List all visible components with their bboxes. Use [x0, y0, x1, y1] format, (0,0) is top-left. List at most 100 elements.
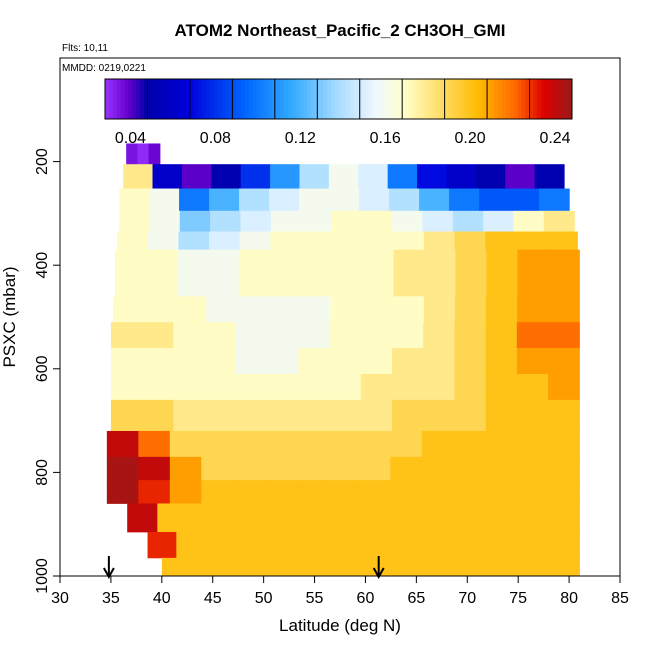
colorbar-segment: [564, 79, 569, 119]
curtain-cell: [358, 430, 391, 458]
colorbar-segment: [264, 79, 269, 119]
x-tick-label: 50: [255, 590, 273, 607]
curtain-cell: [421, 480, 454, 504]
colorbar-segment: [221, 79, 227, 119]
curtain-cell: [110, 322, 143, 349]
curtain-cell: [264, 430, 297, 458]
curtain-cell: [453, 430, 486, 458]
colorbar-segment: [241, 79, 246, 119]
curtain-cell: [264, 480, 297, 504]
curtain-cell: [138, 456, 171, 481]
curtain-cell: [299, 188, 330, 212]
y-axis: 200 400 600 800 1000: [34, 148, 60, 594]
curtain-cell: [359, 188, 390, 212]
curtain-heatmap: [106, 143, 580, 577]
y-axis-label: PSXC (mbar): [0, 266, 19, 367]
curtain-cell: [412, 557, 441, 577]
colorbar-segment: [517, 79, 522, 119]
colorbar-segment: [365, 79, 371, 119]
curtain-cell: [209, 231, 241, 251]
colorbar-segment: [143, 79, 149, 119]
curtain-cell: [331, 210, 363, 232]
curtain-cell: [391, 348, 424, 375]
colorbar-segment: [381, 79, 386, 119]
curtain-cell: [328, 164, 359, 189]
curtain-cell: [176, 531, 206, 559]
curtain-cell: [454, 231, 486, 251]
curtain-cell: [417, 164, 448, 189]
colorbar-segment: [501, 79, 507, 119]
colorbar-segment: [155, 79, 160, 119]
curtain-cell: [483, 210, 515, 232]
curtain-cell: [239, 188, 270, 212]
colorbar-segment: [400, 79, 406, 119]
y-tick-label: 1000: [34, 558, 51, 594]
colorbar-segment: [326, 79, 332, 119]
curtain-cell: [454, 399, 487, 432]
colorbar-tick-label: 0.08: [200, 130, 231, 147]
colorbar-segment: [361, 79, 367, 119]
curtain-cell: [534, 164, 565, 189]
curtain-cell: [308, 503, 339, 533]
curtain-cell: [175, 296, 207, 323]
curtain-cell: [547, 430, 580, 458]
colorbar-segment: [229, 79, 234, 119]
curtain-cell: [546, 231, 578, 251]
curtain-cell: [362, 231, 394, 251]
curtain-cell: [492, 531, 523, 559]
curtain-cell: [517, 249, 549, 297]
curtain-cell: [204, 348, 237, 375]
curtain-cell: [127, 503, 158, 533]
curtain-cell: [455, 249, 488, 297]
x-tick-label: 30: [51, 590, 69, 607]
colorbar-segment: [435, 79, 441, 119]
colorbar-segment: [307, 79, 312, 119]
curtain-cell: [147, 231, 179, 251]
curtain-cell: [327, 480, 360, 504]
curtain-cell: [349, 531, 379, 559]
curtain-cell: [235, 322, 268, 349]
curtain-cell: [201, 480, 234, 504]
colorbar-segment: [175, 79, 180, 119]
colorbar-segment: [482, 79, 487, 119]
curtain-cell: [421, 456, 454, 481]
colorbar-segment: [338, 79, 343, 119]
curtain-cell: [464, 531, 494, 559]
curtain-cell: [232, 430, 265, 458]
colorbar-segment: [136, 79, 141, 119]
colorbar-segment: [389, 79, 394, 119]
colorbar-segment: [108, 79, 114, 119]
colorbar-segment: [447, 79, 452, 119]
curtain-cell: [547, 480, 580, 504]
curtain-cell: [393, 249, 426, 297]
curtain-cell: [217, 557, 246, 577]
curtain-cell: [147, 531, 177, 559]
curtain-cell: [300, 249, 333, 297]
curtain-cell: [298, 348, 331, 375]
colorbar-segment: [521, 79, 526, 119]
colorbar-segment: [268, 79, 273, 119]
flights-label: Flts: 10,11: [62, 43, 108, 54]
colorbar-segment: [202, 79, 207, 119]
down-arrow-head: [102, 567, 115, 580]
colorbar-segment: [159, 79, 164, 119]
curtain-cell: [327, 456, 360, 481]
curtain-cell: [389, 188, 420, 212]
curtain-cell: [173, 322, 206, 349]
curtain-cell: [330, 296, 363, 323]
curtain-cell: [235, 348, 268, 375]
colorbar-segment: [505, 79, 511, 119]
curtain-cell: [240, 164, 271, 189]
colorbar-segment: [194, 79, 199, 119]
colorbar-segment: [128, 79, 133, 119]
colorbar-segment: [498, 79, 503, 119]
colorbar-segment: [377, 79, 382, 119]
colorbar-segment: [105, 79, 110, 119]
curtain-cell: [301, 231, 333, 251]
curtain-cell: [390, 456, 423, 481]
curtain-cell: [516, 430, 549, 458]
curtain-cell: [267, 348, 299, 375]
curtain-cell: [144, 296, 176, 323]
curtain-cell: [138, 430, 171, 458]
colorbar-tick-label: 0.12: [285, 130, 316, 147]
